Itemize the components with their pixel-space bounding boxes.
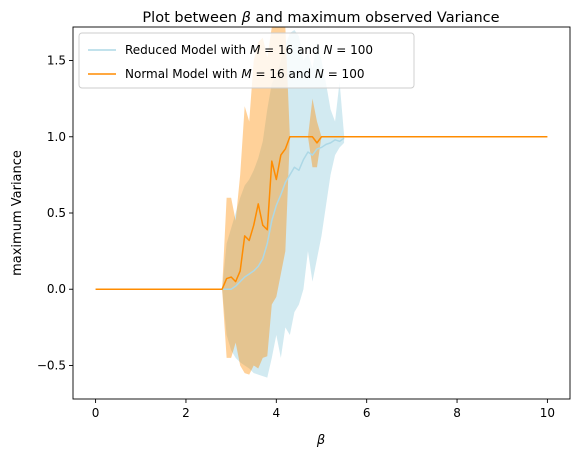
confidence-bands: [95, 27, 548, 378]
y-tick-label: 0.5: [47, 206, 66, 220]
x-tick-label: 6: [363, 406, 371, 420]
x-axis-label: β: [316, 433, 325, 448]
y-tick-label: −0.5: [37, 358, 66, 372]
y-axis-ticks: −0.5 0.0 0.5 1.0 1.5: [37, 54, 73, 372]
y-tick-label: 1.0: [47, 130, 66, 144]
x-tick-label: 10: [540, 406, 555, 420]
legend: Reduced Model with M = 16 and N = 100 No…: [78, 32, 415, 89]
x-tick-label: 8: [453, 406, 461, 420]
series-lines: [95, 136, 548, 290]
x-tick-label: 2: [182, 406, 190, 420]
line-normal: [95, 136, 548, 290]
line-reduced: [95, 137, 345, 290]
y-tick-label: 0.0: [47, 282, 66, 296]
y-tick-label: 1.5: [47, 54, 66, 68]
x-tick-label: 0: [92, 406, 100, 420]
chart-title: Plot between β and maximum observed Vari…: [142, 10, 499, 26]
legend-box: [78, 32, 415, 89]
legend-label-normal: Normal Model with M = 16 and N = 100: [125, 67, 364, 81]
x-axis-ticks: 0 2 4 6 8 10: [92, 399, 555, 420]
y-axis-label: maximum Variance: [10, 150, 25, 276]
x-tick-label: 4: [272, 406, 280, 420]
band-reduced: [95, 30, 345, 378]
legend-label-reduced: Reduced Model with M = 16 and N = 100: [125, 43, 373, 57]
